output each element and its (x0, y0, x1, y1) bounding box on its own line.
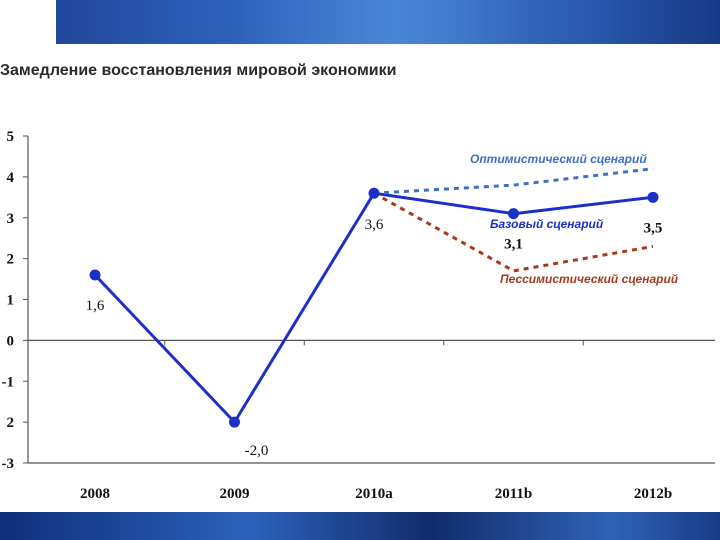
data-point-marker (368, 187, 380, 199)
data-point-marker (229, 416, 240, 428)
series-line-1 (373, 167, 654, 195)
y-tick-label: 5 (7, 129, 15, 145)
y-tick-label: 4 (7, 170, 15, 186)
y-tick-label: 1 (7, 293, 15, 309)
data-labels: 1,6 -2,0 3,6 3,1 3,5 (86, 217, 663, 459)
x-tick-label: 2008 (80, 486, 110, 502)
x-tick-labels: 2008 2009 2010a 2011b 2012b (80, 486, 672, 502)
data-label: -2,0 (245, 443, 269, 459)
y-tick-labels: -3 2 -1 0 1 2 3 4 5 (2, 129, 15, 472)
series-label-pessimistic: Пессимистический сценарий (500, 272, 679, 286)
y-tick-label: 2 (7, 252, 15, 268)
banner-white-block (0, 0, 56, 44)
x-tick-label: 2012b (634, 486, 672, 502)
y-tick-label: 3 (7, 211, 15, 227)
data-point-marker (647, 191, 659, 203)
series-label-optimistic: Оптимистический сценарий (470, 152, 647, 166)
series-label-base: Базовый сценарий (490, 217, 604, 231)
chart-axes (23, 135, 715, 464)
data-label: 3,6 (365, 217, 384, 233)
series-labels: Оптимистический сценарий Базовый сценарий… (470, 152, 679, 286)
slide-title: Замедление восстановления мировой эконом… (0, 62, 397, 79)
x-tick-label: 2011b (495, 486, 533, 502)
series-lines (93, 167, 654, 425)
y-tick-label: -3 (2, 456, 15, 472)
bottom-banner (0, 512, 720, 540)
data-label: 3,1 (504, 237, 523, 253)
data-point-marker (89, 269, 101, 281)
data-point-marker (508, 208, 519, 220)
x-tick-label: 2009 (220, 486, 250, 502)
series-line-2 (373, 191, 654, 273)
y-tick-label: -1 (2, 374, 15, 390)
x-tick-label: 2010a (355, 486, 393, 502)
y-tick-label: 2 (7, 415, 15, 431)
series-markers (89, 187, 659, 428)
data-label: 3,5 (644, 220, 663, 236)
top-banner (0, 0, 720, 44)
data-label: 1,6 (86, 298, 105, 314)
y-tick-label: 0 (7, 333, 15, 349)
